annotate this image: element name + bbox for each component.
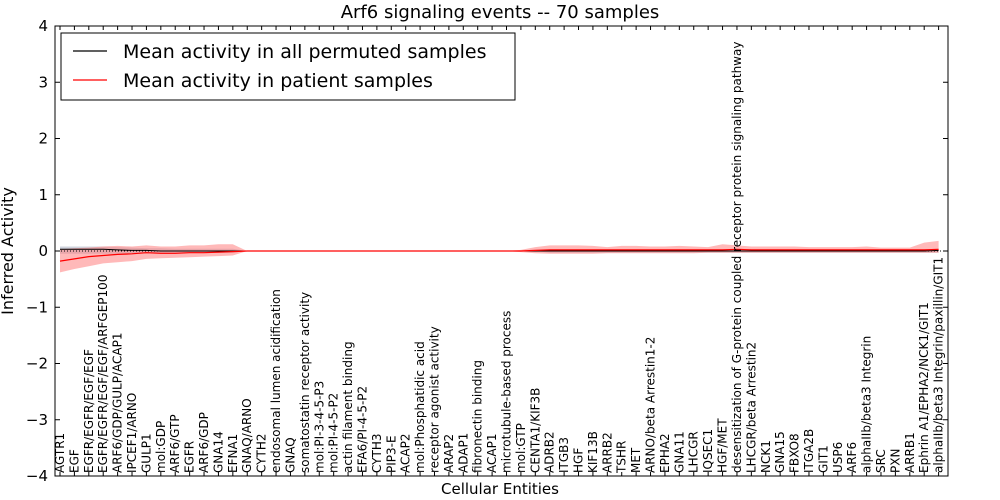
x-tick-label: endosomal lumen acidification xyxy=(269,289,283,473)
x-tick-label: ARRB1 xyxy=(903,432,917,473)
x-tick-label: ARF6/GDP xyxy=(197,412,211,473)
x-tick-label: microtubule-based process xyxy=(500,311,514,473)
x-tick-label: IPCEF1/ARNO xyxy=(125,393,139,473)
x-tick-label: KIF13B xyxy=(586,431,600,473)
x-tick-label: USP6 xyxy=(831,442,845,473)
x-tick-label: IQSEC1 xyxy=(701,429,715,473)
x-tick-label: GIT1 xyxy=(816,445,830,473)
x-tick-label: ACAP2 xyxy=(399,434,413,473)
x-tick-label: CYTH2 xyxy=(255,434,269,474)
x-tick-label: EPHA2 xyxy=(658,433,672,473)
x-axis-ticks: AGTR1 EGF EGFR/EGFR/EGF/EGF EGFR/EGFR/EGF/E… xyxy=(53,26,946,476)
x-tick-label: receptor agonist activity xyxy=(428,326,442,473)
x-tick-label: EGFR/EGFR/EGF/EGF xyxy=(82,349,96,473)
x-tick-label: ACAP1 xyxy=(485,434,499,473)
x-tick-label: mol:PI-4-5-P2 xyxy=(327,393,341,473)
x-tick-label: EFA6/PI-4-5-P2 xyxy=(356,386,370,473)
x-tick-label: GNA11 xyxy=(672,431,686,473)
x-tick-label: somatostatin receptor activity xyxy=(298,292,312,473)
x-tick-label: mol:GDP xyxy=(154,421,168,473)
x-tick-label: EGF xyxy=(67,449,81,473)
y-axis-label: Inferred Activity xyxy=(0,187,17,315)
series-lines xyxy=(55,248,948,262)
x-tick-label: SRC xyxy=(874,449,888,473)
x-tick-label: LHCGR/beta Arrestin2 xyxy=(744,342,758,473)
x-tick-label: FBXO8 xyxy=(788,433,802,473)
legend-label-permuted: Mean activity in all permuted samples xyxy=(123,41,486,63)
x-tick-label: EFNA1 xyxy=(226,434,240,473)
series-line-1 xyxy=(59,248,939,262)
x-tick-label: ITGA2B xyxy=(802,429,816,473)
band-series-1 xyxy=(60,240,939,273)
x-tick-label: HGF xyxy=(572,448,586,473)
x-tick-label: PXN xyxy=(888,449,902,473)
y-tick-label: 4 xyxy=(38,17,48,35)
x-tick-label: ARF6/GDP/GULP/ACAP1 xyxy=(111,333,125,473)
confidence-bands xyxy=(60,240,939,273)
x-tick-label: ITGB3 xyxy=(557,437,571,473)
x-tick-label: ARF6 xyxy=(845,442,859,473)
x-tick-label: mol:GTP xyxy=(514,423,528,473)
x-tick-label: ADRB2 xyxy=(543,431,557,473)
y-tick-label: −1 xyxy=(26,298,48,316)
plot-frame xyxy=(54,25,949,477)
y-tick-label: 0 xyxy=(38,242,48,260)
x-axis-label: Cellular Entities xyxy=(441,480,559,498)
y-tick-label: −2 xyxy=(26,355,48,373)
x-tick-label: EGFR/EGFR/EGF/EGF/ARFGEP100 xyxy=(96,275,110,473)
x-tick-label: ARAP2 xyxy=(442,434,456,473)
x-tick-label: desensitization of G-protein coupled rec… xyxy=(730,42,744,473)
y-tick-label: 1 xyxy=(38,186,48,204)
x-tick-label: fibronectin binding xyxy=(471,360,485,473)
x-tick-label: PIP3-E xyxy=(384,435,398,473)
legend: Mean activity in all permuted samples Me… xyxy=(60,32,516,101)
x-tick-label: alphaIIb/beta3 Integrin xyxy=(860,336,874,473)
legend-label-patient: Mean activity in patient samples xyxy=(123,70,433,92)
x-tick-label: MET xyxy=(629,447,643,473)
x-tick-label: ARNO/beta Arrestin1-2 xyxy=(644,337,658,473)
x-tick-label: EGFR xyxy=(183,441,197,473)
x-tick-label: GNA15 xyxy=(773,431,787,473)
y-tick-label: −4 xyxy=(26,467,48,485)
x-tick-label: CYTH3 xyxy=(370,434,384,474)
chart-title: Arf6 signaling events -- 70 samples xyxy=(341,2,660,23)
x-tick-label: AGTR1 xyxy=(53,433,67,473)
x-tick-label: GNA14 xyxy=(211,431,225,473)
x-tick-label: GNAQ xyxy=(284,437,298,473)
y-axis-ticks: 4 3 2 1 0 −1 −2 −3 −4 xyxy=(26,17,948,485)
x-tick-label: mol:Phosphatidic acid xyxy=(413,341,427,473)
x-tick-label: LHCGR xyxy=(687,431,701,473)
legend-box xyxy=(60,32,516,101)
x-tick-label: ARRB2 xyxy=(600,432,614,473)
x-tick-label: Ephrin A1/EPHA2/NCK1/GIT1 xyxy=(917,302,931,473)
x-tick-label: HGF/MET xyxy=(716,418,730,473)
x-tick-label: CENTA1/KIF3B xyxy=(528,388,542,473)
y-tick-label: 3 xyxy=(38,73,48,91)
x-tick-label: actin filament binding xyxy=(341,341,355,473)
x-tick-label: ARF6/GTP xyxy=(168,414,182,473)
x-tick-label: mol:PI-3-4-5-P3 xyxy=(312,381,326,473)
x-tick-label: alphaIIb/beta3 Integrin/paxillin/GIT1 xyxy=(932,257,946,473)
x-tick-label: TSHR xyxy=(615,441,629,474)
x-tick-label: NCK1 xyxy=(759,440,773,473)
x-tick-label: GNAQ/ARNO xyxy=(240,398,254,473)
y-tick-label: 2 xyxy=(38,130,48,148)
y-tick-label: −3 xyxy=(26,411,48,429)
x-tick-label: ADAP1 xyxy=(456,433,470,473)
x-tick-label: GULP1 xyxy=(139,433,153,473)
